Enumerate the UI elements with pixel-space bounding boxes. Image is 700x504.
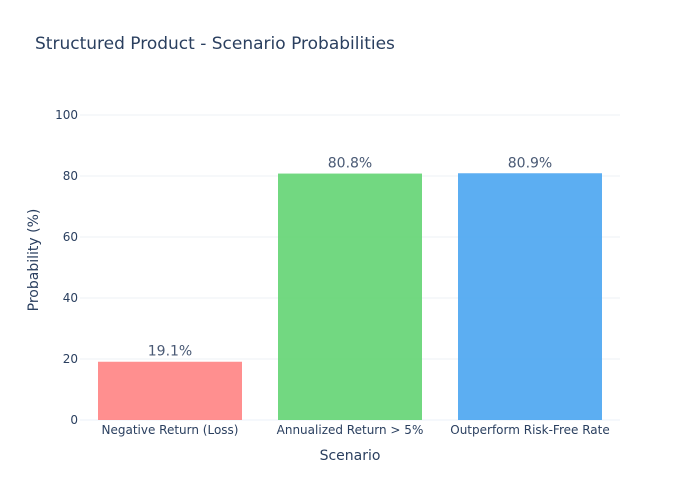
x-axis-title: Scenario [320, 448, 381, 464]
data-label: 80.8% [328, 156, 372, 172]
x-tick-label: Annualized Return > 5% [277, 423, 424, 437]
data-label: 80.9% [508, 155, 552, 171]
data-labels: 19.1% 80.8% 80.9% [148, 155, 552, 359]
bar [98, 361, 242, 420]
y-tick-label: 40 [63, 291, 78, 305]
y-axis-ticks: 0 20 40 60 80 100 [55, 108, 78, 427]
y-tick-label: 100 [55, 108, 78, 122]
y-tick-label: 60 [63, 230, 78, 244]
bars [98, 173, 602, 420]
bar [278, 173, 422, 420]
y-tick-label: 20 [63, 352, 78, 366]
chart-title: Structured Product - Scenario Probabilit… [35, 34, 395, 54]
y-axis-title: Probability (%) [26, 209, 42, 312]
y-tick-label: 0 [70, 413, 78, 427]
y-tick-label: 80 [63, 169, 78, 183]
x-tick-label: Outperform Risk-Free Rate [450, 423, 609, 437]
x-tick-label: Negative Return (Loss) [102, 423, 239, 437]
x-axis-ticks: Negative Return (Loss) Annualized Return … [102, 423, 610, 437]
bar [458, 173, 602, 420]
data-label: 19.1% [148, 344, 192, 360]
